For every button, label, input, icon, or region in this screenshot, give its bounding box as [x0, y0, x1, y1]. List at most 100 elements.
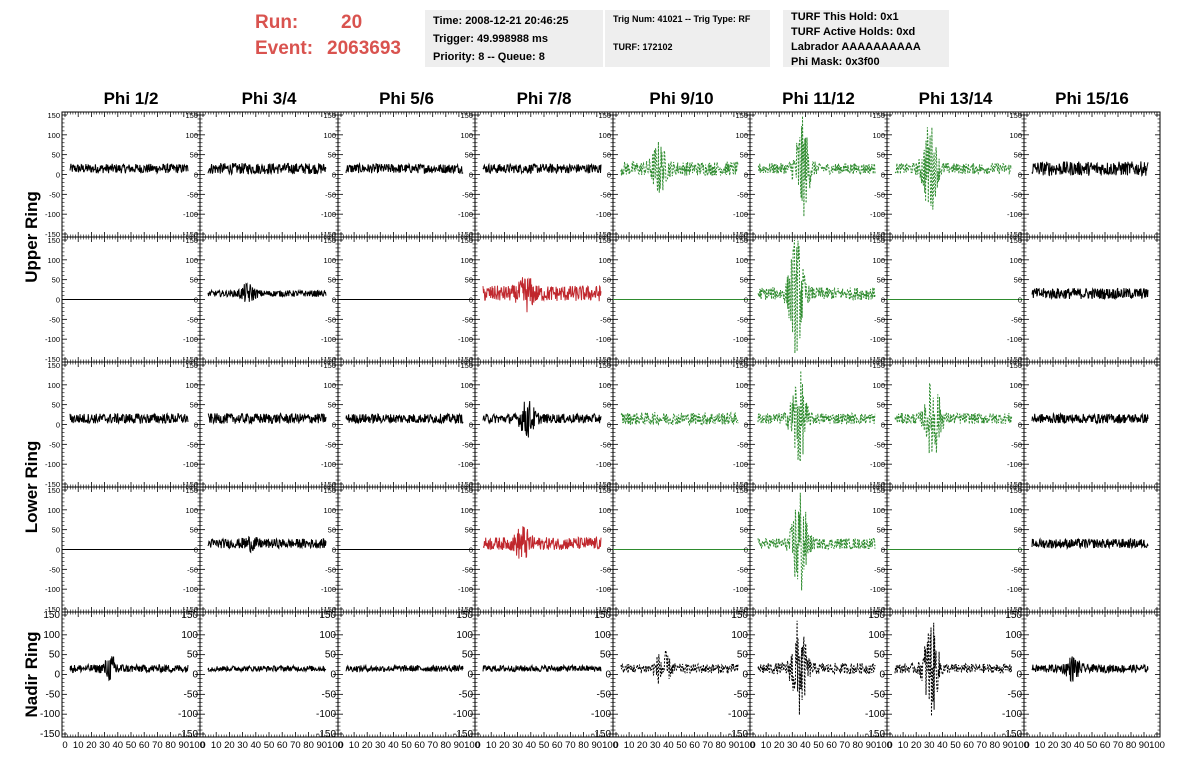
y-tick-label: 150	[735, 111, 748, 120]
y-tick-label: 150	[460, 486, 473, 495]
panel-frame	[612, 361, 751, 488]
y-tick-label: -50	[49, 190, 60, 199]
ring-label: Nadir Ring	[22, 632, 41, 718]
y-tick-label: 150	[598, 361, 611, 370]
column-header: Phi 7/8	[517, 89, 572, 108]
y-tick-label: 150	[735, 361, 748, 370]
y-tick-label: -100	[1007, 335, 1022, 344]
y-tick-label: -100	[870, 460, 885, 469]
y-tick-label: 0	[607, 421, 611, 430]
y-tick-label: -50	[1011, 315, 1022, 324]
run-label: Run:	[255, 12, 299, 33]
waveform-panel: 150 100 50 0 -50 -100 -150	[870, 236, 1025, 364]
column-header: Phi 11/12	[782, 89, 855, 108]
y-tick-label: -100	[183, 210, 198, 219]
y-tick-label: 0	[607, 296, 611, 305]
labrador-text: Labrador AAAAAAAAAA	[791, 41, 921, 53]
y-tick-label: 100	[47, 256, 60, 265]
y-tick-label: 100	[460, 506, 473, 515]
y-tick-label: -150	[733, 230, 748, 239]
trig-num-text: Trig Num: 41021 -- Trig Type: RF	[613, 14, 751, 24]
y-tick-label: -50	[462, 565, 473, 574]
y-tick-label: -100	[733, 335, 748, 344]
waveform-trace	[620, 141, 739, 193]
waveform-panel: 150 100 50 0 -50 -100 -150	[321, 111, 476, 239]
y-tick-label: -150	[183, 230, 198, 239]
y-tick-label: 150	[460, 111, 473, 120]
y-tick-label: 50	[52, 276, 60, 285]
y-tick-label: 50	[603, 276, 611, 285]
y-tick-label: 100	[1009, 381, 1022, 390]
trigger-text: Trigger: 49.998988 ms	[433, 33, 548, 45]
y-tick-label: -100	[321, 585, 336, 594]
waveform-panel: 150 100 50 0 -50 -100 -150	[321, 361, 476, 489]
ring-label: Lower Ring	[22, 441, 41, 534]
y-tick-label: 150	[47, 486, 60, 495]
waveform-panel: 150 100 50 0 -50 -100 -150	[1007, 236, 1161, 364]
y-tick-label: 150	[185, 361, 198, 370]
y-tick-label: 0	[194, 171, 198, 180]
y-tick-label: -150	[1007, 480, 1022, 489]
y-tick-label: 100	[460, 256, 473, 265]
turf-info-box: TURF This Hold: 0x1 TURF Active Holds: 0…	[783, 10, 949, 68]
y-tick-label: -50	[1011, 190, 1022, 199]
y-tick-label: -100	[596, 210, 611, 219]
y-tick-label: 0	[1018, 171, 1022, 180]
waveform-panel: 150 100 50 0 -50 -100 -150	[458, 486, 614, 614]
y-tick-label: -100	[321, 335, 336, 344]
y-tick-label: 150	[1009, 361, 1022, 370]
y-tick-label: 100	[47, 506, 60, 515]
panel-frame	[199, 236, 339, 363]
panel-frame	[61, 361, 201, 488]
y-tick-label: -150	[870, 480, 885, 489]
y-tick-label: -150	[183, 605, 198, 614]
y-tick-label: 150	[185, 236, 198, 245]
y-tick-label: 100	[47, 381, 60, 390]
waveform-panel: 150 100 50 0 -50 -100 -150	[45, 111, 201, 239]
y-tick-label: -50	[325, 565, 336, 574]
trigger-info-box: Trig Num: 41021 -- Trig Type: RF TURF: 1…	[605, 10, 770, 67]
y-tick-label: 150	[598, 486, 611, 495]
waveform-trace	[894, 127, 1013, 210]
y-tick-label: -150	[596, 480, 611, 489]
y-tick-label: 150	[323, 111, 336, 120]
y-tick-label: 0	[881, 421, 885, 430]
y-tick-label: 100	[872, 381, 885, 390]
y-tick-label: -50	[49, 565, 60, 574]
y-tick-label: 50	[877, 276, 885, 285]
run-event-info: Run: 20 Event: 2063693	[255, 10, 401, 62]
y-tick-label: 150	[872, 111, 885, 120]
y-tick-label: -50	[187, 190, 198, 199]
y-tick-label: 50	[740, 151, 748, 160]
y-tick-label: 150	[47, 361, 60, 370]
panel-frame	[474, 111, 614, 238]
y-tick-label: -50	[187, 565, 198, 574]
waveform-panel: 150 100 50 0 -50 -100 -150	[183, 486, 339, 614]
y-tick-label: -150	[458, 605, 473, 614]
y-tick-label: -50	[737, 315, 748, 324]
waveform-panel: 150 100 50 0 -50 -100 -150	[596, 486, 751, 614]
waveform-panel: 150 100 50 0 -50 -100 -150	[596, 111, 751, 239]
panel-frame	[886, 111, 1025, 238]
waveform-trace	[345, 412, 464, 425]
y-tick-label: -150	[45, 480, 60, 489]
waveform-trace	[69, 162, 189, 175]
y-tick-label: 50	[52, 526, 60, 535]
y-tick-label: 0	[332, 546, 336, 555]
y-tick-label: 0	[1018, 421, 1022, 430]
panel-frame	[337, 111, 476, 238]
y-tick-label: 50	[190, 276, 198, 285]
y-tick-label: -50	[49, 315, 60, 324]
y-tick-label: -150	[458, 480, 473, 489]
turf-hold-text: TURF This Hold: 0x1	[791, 11, 899, 23]
y-tick-label: 100	[735, 131, 748, 140]
y-tick-label: 50	[877, 151, 885, 160]
y-tick-label: 100	[47, 131, 60, 140]
y-tick-label: 50	[1014, 151, 1022, 160]
run-value: 20	[341, 12, 363, 33]
y-tick-label: -50	[600, 190, 611, 199]
y-tick-label: 0	[56, 296, 60, 305]
waveform-trace	[207, 412, 327, 425]
y-tick-label: 0	[744, 171, 748, 180]
y-tick-label: 150	[460, 361, 473, 370]
